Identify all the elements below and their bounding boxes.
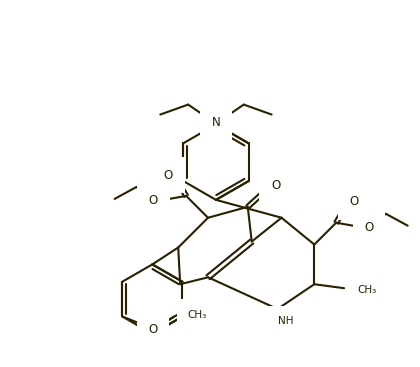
Text: O: O: [164, 168, 173, 182]
Text: CH₃: CH₃: [188, 309, 207, 320]
Text: O: O: [148, 323, 158, 336]
Text: NH: NH: [278, 316, 293, 326]
Text: O: O: [149, 195, 158, 207]
Text: O: O: [271, 179, 280, 192]
Text: CH₃: CH₃: [357, 285, 376, 295]
Text: O: O: [364, 221, 373, 234]
Text: N: N: [212, 116, 220, 129]
Text: O: O: [349, 195, 359, 208]
